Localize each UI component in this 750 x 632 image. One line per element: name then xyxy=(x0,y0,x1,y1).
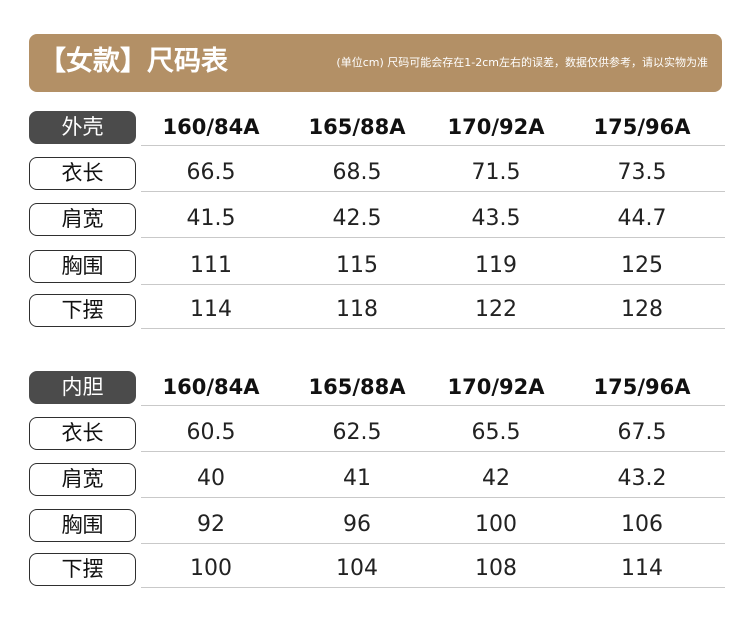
table-cell: 128 xyxy=(621,297,663,322)
table-cell: 41 xyxy=(343,466,371,491)
table-row: 肩宽 40 41 42 43.2 xyxy=(0,462,750,508)
table-cell: 68.5 xyxy=(332,160,382,185)
row-divider xyxy=(141,405,725,406)
row-divider xyxy=(141,543,725,544)
table-row: 胸围 92 96 100 106 xyxy=(0,508,750,554)
size-header: 170/92A xyxy=(447,375,545,399)
table-cell: 62.5 xyxy=(332,420,382,445)
table-cell: 114 xyxy=(190,297,232,322)
size-chart-banner: 【女款】尺码表 (单位cm) 尺码可能会存在1-2cm左右的误差，数据仅供参考，… xyxy=(29,34,722,92)
table-row: 下摆 114 118 122 128 xyxy=(0,293,750,339)
table-cell: 100 xyxy=(190,556,232,581)
banner-note: (单位cm) 尺码可能会存在1-2cm左右的误差，数据仅供参考，请以实物为准 xyxy=(336,56,708,69)
table-cell: 67.5 xyxy=(617,420,667,445)
table-row: 衣长 60.5 62.5 65.5 67.5 xyxy=(0,416,750,462)
table-cell: 119 xyxy=(475,253,517,278)
table-cell: 73.5 xyxy=(617,160,667,185)
table-row: 胸围 111 115 119 125 xyxy=(0,249,750,295)
row-label: 肩宽 xyxy=(29,463,136,496)
table-cell: 43.2 xyxy=(617,466,667,491)
row-divider xyxy=(141,587,725,588)
row-label: 胸围 xyxy=(29,509,136,542)
row-divider xyxy=(141,328,725,329)
table-cell: 42 xyxy=(482,466,510,491)
table-cell: 122 xyxy=(475,297,517,322)
table-cell: 108 xyxy=(475,556,517,581)
row-label: 下摆 xyxy=(29,553,136,586)
table-row: 下摆 100 104 108 114 xyxy=(0,552,750,598)
table-cell: 92 xyxy=(197,512,225,537)
section-label-inner: 内胆 xyxy=(29,371,136,404)
table-cell: 115 xyxy=(336,253,378,278)
table-cell: 43.5 xyxy=(471,206,521,231)
table-cell: 60.5 xyxy=(186,420,236,445)
table-cell: 42.5 xyxy=(332,206,382,231)
table-cell: 104 xyxy=(336,556,378,581)
table-header-row: 内胆 160/84A 165/88A 170/92A 175/96A xyxy=(0,370,750,416)
table-cell: 44.7 xyxy=(617,206,667,231)
size-header: 165/88A xyxy=(308,115,406,139)
row-label: 衣长 xyxy=(29,417,136,450)
banner-title: 【女款】尺码表 xyxy=(39,46,228,77)
table-cell: 118 xyxy=(336,297,378,322)
table-row: 肩宽 41.5 42.5 43.5 44.7 xyxy=(0,202,750,248)
size-header: 160/84A xyxy=(162,375,260,399)
table-cell: 66.5 xyxy=(186,160,236,185)
table-cell: 114 xyxy=(621,556,663,581)
row-label: 胸围 xyxy=(29,250,136,283)
table-cell: 71.5 xyxy=(471,160,521,185)
table-cell: 40 xyxy=(197,466,225,491)
table-cell: 41.5 xyxy=(186,206,236,231)
size-header: 160/84A xyxy=(162,115,260,139)
section-label-outer: 外壳 xyxy=(29,111,136,144)
row-divider xyxy=(141,451,725,452)
table-cell: 100 xyxy=(475,512,517,537)
table-cell: 106 xyxy=(621,512,663,537)
row-divider xyxy=(141,284,725,285)
table-header-row: 外壳 160/84A 165/88A 170/92A 175/96A xyxy=(0,110,750,156)
size-header: 175/96A xyxy=(593,375,691,399)
table-cell: 111 xyxy=(190,253,232,278)
row-label: 衣长 xyxy=(29,157,136,190)
row-divider xyxy=(141,237,725,238)
row-divider xyxy=(141,191,725,192)
table-cell: 65.5 xyxy=(471,420,521,445)
table-cell: 96 xyxy=(343,512,371,537)
size-header: 165/88A xyxy=(308,375,406,399)
table-row: 衣长 66.5 68.5 71.5 73.5 xyxy=(0,156,750,202)
row-divider xyxy=(141,145,725,146)
size-header: 170/92A xyxy=(447,115,545,139)
size-header: 175/96A xyxy=(593,115,691,139)
row-label: 下摆 xyxy=(29,294,136,327)
row-divider xyxy=(141,497,725,498)
row-label: 肩宽 xyxy=(29,203,136,236)
table-cell: 125 xyxy=(621,253,663,278)
